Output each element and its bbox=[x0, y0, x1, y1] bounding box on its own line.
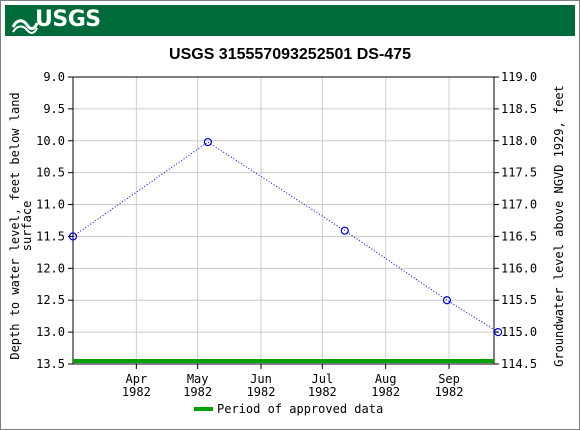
x-tick-month: Aug bbox=[375, 372, 397, 386]
x-tick-month: May bbox=[187, 372, 209, 386]
x-tick-month: Apr bbox=[126, 372, 148, 386]
left-axis: 9.0 9.5 10.0 10.5 11.0 11.5 12.0 12.5 13.0 13.5 bbox=[36, 70, 73, 371]
right-axis-label: Groundwater level above NGVD 1929, feet bbox=[552, 85, 566, 367]
right-axis: 119.0 118.5 118.0 117.5 117.0 116.5 116.0 115.5… bbox=[494, 70, 537, 371]
x-axis: Apr1982May1982Jun1982Jul1982Aug1982Sep19… bbox=[122, 364, 464, 399]
left-tick-label: 13.5 bbox=[36, 357, 65, 371]
x-tick-year: 1982 bbox=[247, 385, 276, 399]
right-tick-label: 118.5 bbox=[501, 102, 537, 116]
usgs-logo-text: USGS bbox=[35, 7, 101, 32]
left-tick-label: 10.5 bbox=[36, 166, 65, 180]
data-point bbox=[442, 296, 452, 305]
chart-title: USGS 315557093252501 DS-475 bbox=[169, 46, 411, 63]
data-point bbox=[68, 232, 78, 241]
series-depth bbox=[68, 137, 503, 337]
series-line bbox=[72, 141, 499, 333]
left-tick-label: 9.5 bbox=[43, 102, 65, 116]
legend-label-approved: Period of approved data bbox=[217, 402, 383, 416]
left-tick-label: 11.5 bbox=[36, 229, 65, 243]
grid-lines bbox=[73, 77, 494, 364]
right-tick-label: 114.5 bbox=[501, 357, 537, 371]
right-tick-label: 116.0 bbox=[501, 261, 537, 275]
right-tick-label: 117.0 bbox=[501, 198, 537, 212]
x-tick-year: 1982 bbox=[308, 385, 337, 399]
legend: Period of approved data bbox=[194, 402, 383, 416]
data-point bbox=[340, 226, 349, 235]
left-tick-label: 13.0 bbox=[36, 325, 65, 339]
x-tick-month: Jun bbox=[250, 372, 272, 386]
right-tick-label: 116.5 bbox=[501, 229, 537, 243]
right-tick-label: 118.0 bbox=[501, 134, 537, 148]
left-tick-label: 12.0 bbox=[36, 261, 65, 275]
left-axis-label-line2: surface bbox=[20, 201, 34, 252]
x-tick-year: 1982 bbox=[371, 385, 400, 399]
right-tick-label: 115.5 bbox=[501, 293, 537, 307]
x-tick-month: Sep bbox=[438, 372, 460, 386]
right-tick-label: 115.0 bbox=[501, 325, 537, 339]
right-tick-label: 119.0 bbox=[501, 70, 537, 84]
right-tick-label: 117.5 bbox=[501, 166, 537, 180]
left-tick-label: 12.5 bbox=[36, 293, 65, 307]
x-tick-year: 1982 bbox=[122, 385, 151, 399]
data-point bbox=[203, 137, 212, 147]
plot-area bbox=[72, 76, 495, 365]
x-tick-year: 1982 bbox=[435, 385, 464, 399]
usgs-logo-icon bbox=[11, 19, 39, 34]
x-tick-month: Jul bbox=[311, 372, 333, 386]
data-point bbox=[493, 328, 503, 337]
x-tick-year: 1982 bbox=[183, 385, 212, 399]
left-tick-label: 10.0 bbox=[36, 134, 65, 148]
usgs-banner: USGS bbox=[5, 5, 575, 36]
left-tick-label: 11.0 bbox=[36, 198, 65, 212]
left-tick-label: 9.0 bbox=[43, 70, 65, 84]
left-axis-label-line1: Depth to water level, feet below land bbox=[8, 92, 22, 359]
